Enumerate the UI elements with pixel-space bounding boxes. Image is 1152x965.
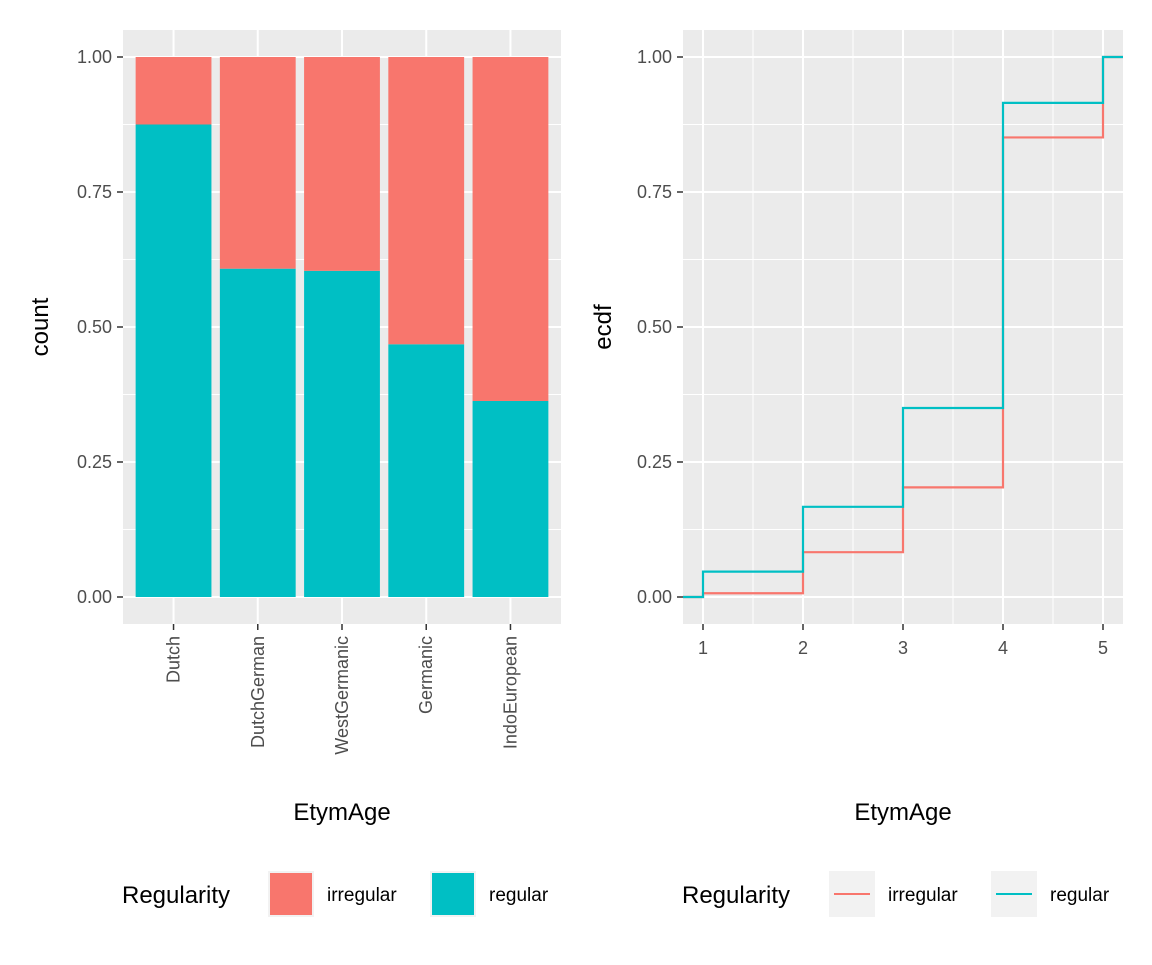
- x-axis: 1 2 3 4 5: [698, 624, 1108, 658]
- bar-irregular: [388, 57, 465, 345]
- bar-irregular: [219, 57, 296, 269]
- legend-swatch-irregular: [270, 873, 312, 915]
- ecdf-line-regular: [683, 55, 1123, 599]
- y-tick-label: 1.00: [77, 47, 112, 67]
- x-tick-label: IndoEuropean: [500, 636, 520, 749]
- x-axis-title: EtymAge: [293, 799, 390, 826]
- y-tick-label: 0.25: [77, 452, 112, 472]
- legend-label-regular: regular: [1050, 885, 1110, 906]
- y-axis-title: count: [27, 297, 54, 356]
- legend-label-irregular: irregular: [888, 885, 958, 906]
- y-tick-label: 0.50: [637, 317, 672, 337]
- bar-regular: [135, 124, 212, 597]
- bar-regular: [472, 400, 549, 597]
- legend-title: Regularity: [122, 882, 230, 909]
- y-tick-label: 0.50: [77, 317, 112, 337]
- y-axis: 0.00 0.25 0.50 0.75 1.00: [77, 47, 123, 607]
- bar-regular: [388, 344, 465, 597]
- x-tick-label: 2: [798, 638, 808, 658]
- x-tick-label: 3: [898, 638, 908, 658]
- y-tick-label: 0.25: [637, 452, 672, 472]
- legend-label-irregular: irregular: [327, 885, 397, 906]
- y-axis-title: ecdf: [590, 304, 617, 350]
- legend: Regularity irregular regular: [682, 871, 1110, 917]
- legend: Regularity irregular regular: [122, 871, 549, 917]
- y-tick-label: 0.00: [77, 587, 112, 607]
- bar-chart-panel: 0.00 0.25 0.50 0.75 1.00 Dutch DutchGerman Wes…: [27, 30, 561, 917]
- legend-title: Regularity: [682, 882, 790, 909]
- bar-irregular: [135, 57, 212, 125]
- bar-irregular: [304, 57, 380, 271]
- y-tick-label: 0.75: [77, 182, 112, 202]
- x-tick-label: DutchGerman: [248, 636, 268, 748]
- legend-label-regular: regular: [489, 885, 549, 906]
- x-tick-label: WestGermanic: [332, 636, 352, 755]
- y-tick-label: 0.75: [637, 182, 672, 202]
- x-tick-label: Dutch: [164, 636, 184, 683]
- bars: [135, 57, 549, 597]
- y-tick-label: 0.00: [637, 587, 672, 607]
- x-axis: Dutch DutchGerman WestGermanic Germanic Indo…: [164, 624, 520, 755]
- y-axis: 0.00 0.25 0.50 0.75 1.00: [637, 47, 683, 607]
- bar-regular: [304, 270, 380, 597]
- x-tick-label: 1: [698, 638, 708, 658]
- x-tick-label: Germanic: [416, 636, 436, 714]
- bar-regular: [219, 268, 296, 597]
- legend-swatch-regular: [432, 873, 474, 915]
- ecdf-lines: [683, 55, 1123, 599]
- x-tick-label: 4: [998, 638, 1008, 658]
- bar-irregular: [472, 57, 549, 401]
- x-axis-title: EtymAge: [854, 799, 951, 826]
- y-tick-label: 1.00: [637, 47, 672, 67]
- x-tick-label: 5: [1098, 638, 1108, 658]
